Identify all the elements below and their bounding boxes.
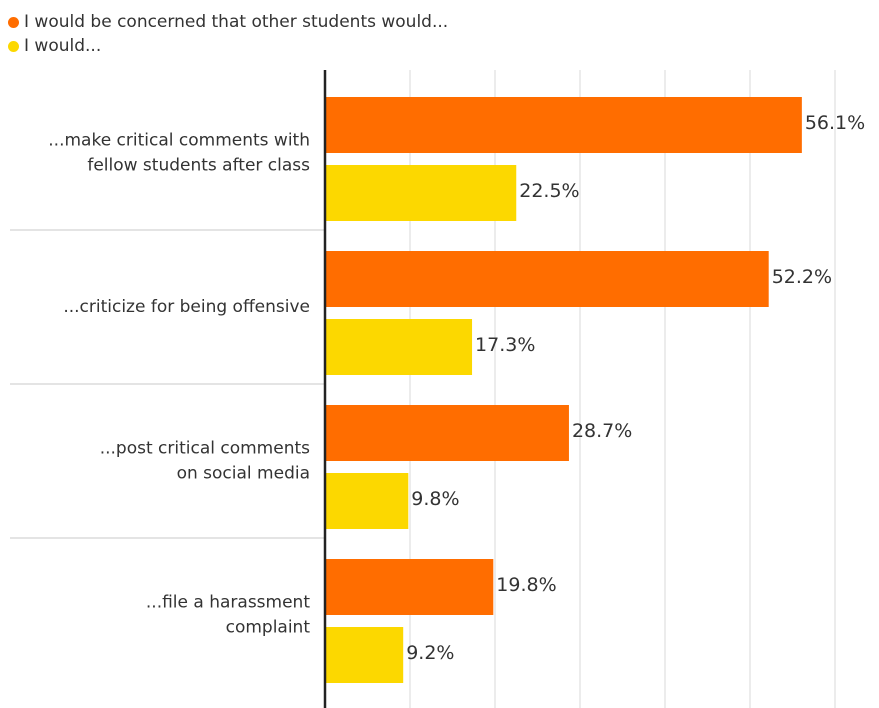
bar [325, 559, 494, 615]
legend: I would be concerned that other students… [8, 10, 448, 58]
bar [325, 165, 517, 221]
bar [325, 251, 769, 307]
category-label-line: complaint [226, 618, 311, 638]
category-label-line: ...post critical comments [100, 439, 310, 459]
category-label-line: fellow students after class [87, 156, 310, 176]
legend-dot-concerned [8, 16, 19, 28]
data-label: 19.8% [496, 574, 556, 596]
bar [325, 627, 404, 683]
legend-label-would: I would... [24, 36, 102, 56]
legend-dot-would [8, 40, 19, 52]
data-label: 22.5% [519, 180, 579, 202]
category-label-line: ...file a harassment [146, 593, 310, 613]
data-label: 52.2% [772, 266, 832, 288]
data-label: 17.3% [475, 334, 535, 356]
category-label: ...criticize for being offensive [63, 297, 310, 317]
category-label: ...make critical comments with fellow stu… [48, 131, 310, 176]
category-label: ...file a harassment complaint [146, 593, 310, 638]
bar [325, 473, 409, 529]
category-label-line: ...make critical comments with [48, 131, 310, 151]
category-label-line: ...criticize for being offensive [63, 297, 310, 317]
legend-item-concerned: I would be concerned that other students… [8, 10, 448, 34]
category-label: ...post critical comments on social media [100, 439, 310, 484]
legend-item-would: I would... [8, 34, 448, 58]
bar [325, 319, 473, 375]
bar [325, 405, 569, 461]
data-label: 9.2% [406, 642, 454, 664]
category-label-line: on social media [177, 464, 310, 484]
legend-label-concerned: I would be concerned that other students… [24, 12, 449, 32]
data-label: 28.7% [572, 420, 632, 442]
data-label: 56.1% [805, 112, 865, 134]
bar [325, 97, 802, 153]
data-label: 9.8% [411, 488, 459, 510]
